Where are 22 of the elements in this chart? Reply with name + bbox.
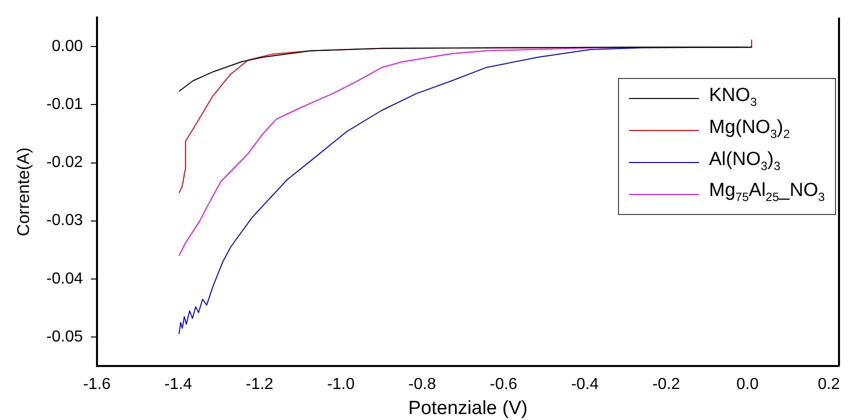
- x-tick-label: -1.2: [246, 376, 274, 394]
- legend-label: Mg(NO$_{3}$)$_{2}$: [709, 116, 790, 143]
- x-tick-label: 0.0: [736, 376, 759, 394]
- x-tick-label: -0.4: [571, 376, 599, 394]
- x-axis-title: Potenziale (V): [408, 398, 528, 419]
- x-tick-label: -1.4: [164, 376, 192, 394]
- x-tick-label: 0.2: [818, 376, 840, 394]
- legend-label: Al(NO$_{3}$)$_{3}$: [709, 148, 780, 174]
- y-tick-label: -0.05: [46, 328, 83, 346]
- y-tick-label: -0.01: [46, 96, 83, 114]
- x-tick-label: -1.0: [327, 376, 355, 394]
- y-tick-label: -0.04: [46, 270, 83, 288]
- x-tick-label: -0.8: [408, 376, 436, 394]
- x-tick-label: -0.6: [490, 376, 518, 394]
- x-tick-label: -0.2: [652, 376, 680, 394]
- y-tick-label: 0.00: [52, 38, 83, 56]
- legend-label: Mg$_{75}$Al$_{25}$_NO$_{3}$: [709, 179, 825, 206]
- y-tick-label: -0.02: [46, 154, 83, 172]
- x-tick-label: -1.6: [83, 376, 111, 394]
- legend-label: KNO$_{3}$: [709, 84, 757, 111]
- y-tick-label: -0.03: [46, 212, 83, 230]
- y-axis-title: Corrente(A): [14, 147, 33, 236]
